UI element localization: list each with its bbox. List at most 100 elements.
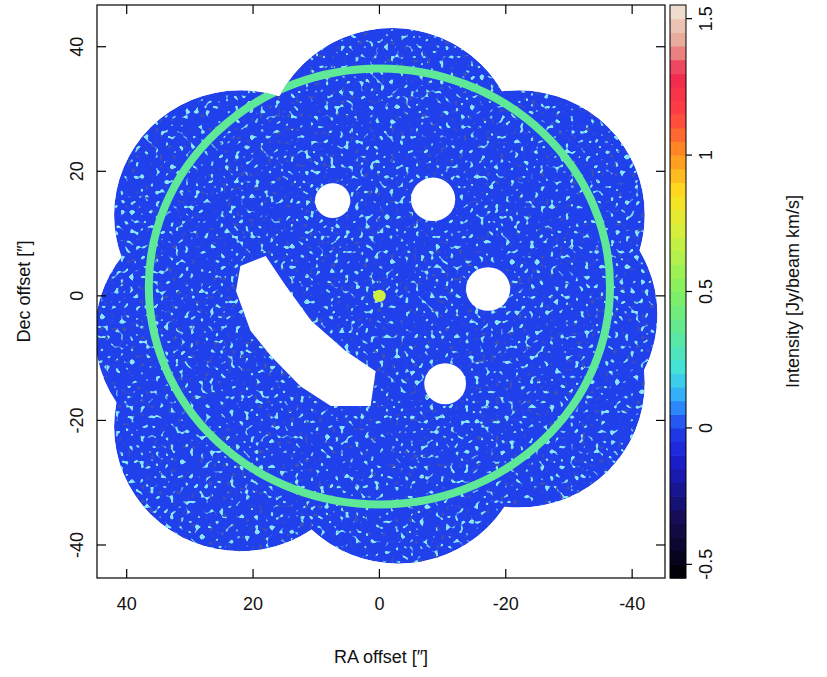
colorbar-frame bbox=[670, 5, 686, 578]
x-tick-label: 0 bbox=[374, 594, 384, 614]
y-tick-label: 40 bbox=[67, 37, 87, 57]
colorbar-step bbox=[670, 210, 686, 224]
colorbar-tick bbox=[686, 154, 692, 155]
colorbar-step bbox=[670, 387, 686, 401]
y-tick bbox=[656, 46, 665, 47]
x-axis-title: RA offset [″] bbox=[334, 647, 428, 667]
colorbar-step bbox=[670, 401, 686, 415]
x-tick-label: -40 bbox=[619, 594, 645, 614]
colorbar-step bbox=[670, 182, 686, 196]
y-tick bbox=[97, 171, 106, 172]
y-tick bbox=[656, 420, 665, 421]
y-axis-title: Dec offset [″] bbox=[14, 240, 34, 342]
y-tick bbox=[656, 171, 665, 172]
x-tick bbox=[126, 5, 127, 14]
colorbar-step bbox=[670, 551, 686, 565]
colorbar-step bbox=[670, 19, 686, 33]
y-tick bbox=[97, 544, 106, 545]
colorbar-tick-label: 1 bbox=[696, 150, 716, 160]
colorbar-title: Intensity [Jy/beam km/s] bbox=[783, 195, 803, 388]
y-tick-label: -40 bbox=[67, 532, 87, 558]
colorbar-tick bbox=[686, 427, 692, 428]
colorbar-step bbox=[670, 319, 686, 333]
colorbar-step bbox=[670, 537, 686, 551]
plot-background bbox=[97, 5, 665, 578]
x-tick bbox=[632, 5, 633, 14]
colorbar-tick bbox=[686, 291, 692, 292]
colorbar-step bbox=[670, 346, 686, 360]
noise-texture bbox=[97, 5, 665, 578]
x-tick bbox=[379, 569, 380, 578]
colorbar-step bbox=[670, 223, 686, 237]
colorbar-step bbox=[670, 292, 686, 306]
colorbar bbox=[670, 5, 686, 579]
masked-hole bbox=[411, 178, 455, 222]
x-tick bbox=[379, 5, 380, 14]
y-tick-label: 0 bbox=[67, 291, 87, 301]
colorbar-step bbox=[670, 87, 686, 101]
masked-region bbox=[236, 256, 376, 406]
colorbar-tick bbox=[686, 18, 692, 19]
colorbar-step bbox=[670, 46, 686, 60]
peak bbox=[373, 290, 386, 302]
colorbar-tick-label: 0.5 bbox=[696, 279, 716, 304]
colorbar-step bbox=[670, 278, 686, 292]
colorbar-step bbox=[670, 73, 686, 87]
y-tick bbox=[656, 295, 665, 296]
colorbar-step bbox=[670, 523, 686, 537]
colorbar-tick-label: -0.5 bbox=[696, 549, 716, 580]
colorbar-step bbox=[670, 128, 686, 142]
colorbar-step bbox=[670, 510, 686, 524]
colorbar-tick bbox=[686, 564, 692, 565]
colorbar-step bbox=[670, 360, 686, 374]
x-tick-label: 40 bbox=[117, 594, 137, 614]
colorbar-step bbox=[670, 196, 686, 210]
colorbar-step bbox=[670, 496, 686, 510]
y-tick-label: 20 bbox=[67, 161, 87, 181]
colorbar-step bbox=[670, 5, 686, 19]
colorbar-step bbox=[670, 237, 686, 251]
frame bbox=[97, 5, 665, 578]
chart: 40 20 0 -20 -40 -40 -20 0 20 40 RA offset [″] Dec o… bbox=[0, 0, 827, 677]
colorbar-step bbox=[670, 428, 686, 442]
colorbar-step bbox=[670, 469, 686, 483]
noise-texture bbox=[97, 5, 665, 578]
colorbar-step bbox=[670, 305, 686, 319]
colorbar-step bbox=[670, 264, 686, 278]
colorbar-step bbox=[670, 414, 686, 428]
y-tick-label: -20 bbox=[67, 407, 87, 433]
x-tick-label: 20 bbox=[243, 594, 263, 614]
y-tick bbox=[97, 46, 106, 47]
colorbar-step bbox=[670, 101, 686, 115]
x-tick-label: -20 bbox=[493, 594, 519, 614]
colorbar-step bbox=[670, 332, 686, 346]
colorbar-step bbox=[670, 141, 686, 155]
colorbar-step bbox=[670, 169, 686, 183]
colorbar-tick-label: 0 bbox=[696, 423, 716, 433]
colorbar-step bbox=[670, 32, 686, 46]
colorbar-step bbox=[670, 564, 686, 578]
x-tick bbox=[126, 569, 127, 578]
x-tick bbox=[252, 5, 253, 14]
colorbar-step bbox=[670, 455, 686, 469]
x-tick bbox=[252, 569, 253, 578]
colorbar-step bbox=[670, 483, 686, 497]
y-tick bbox=[97, 420, 106, 421]
y-tick bbox=[97, 295, 106, 296]
y-tick bbox=[656, 544, 665, 545]
masked-hole bbox=[424, 363, 466, 404]
x-tick bbox=[505, 569, 506, 578]
mosaic bbox=[97, 5, 665, 578]
masked-hole bbox=[315, 183, 350, 218]
colorbar-step bbox=[670, 373, 686, 387]
x-tick bbox=[505, 5, 506, 14]
masked-hole bbox=[466, 267, 510, 311]
colorbar-step bbox=[670, 251, 686, 265]
x-tick bbox=[632, 569, 633, 578]
colorbar-step bbox=[670, 155, 686, 169]
colorbar-step bbox=[670, 442, 686, 456]
colorbar-tick-label: 1.5 bbox=[696, 6, 716, 31]
plot-area bbox=[97, 5, 665, 578]
ring bbox=[149, 69, 610, 505]
colorbar-step bbox=[670, 60, 686, 74]
